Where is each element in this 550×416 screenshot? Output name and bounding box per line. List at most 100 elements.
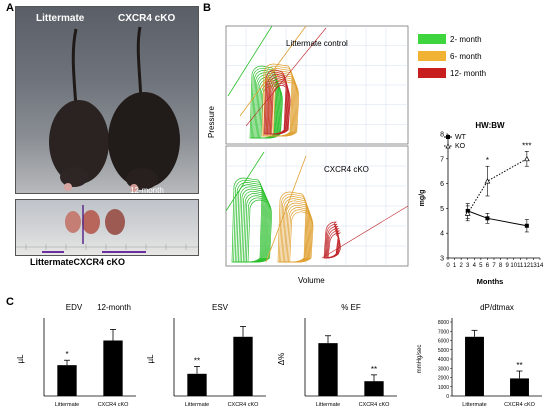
panel-b-letter: B	[203, 2, 211, 14]
age-label: 12-month	[130, 186, 164, 195]
hwbw-xtick: 14	[537, 263, 544, 269]
bar-category-label: Littermate	[185, 402, 209, 408]
bar-significance: **	[371, 365, 377, 374]
ef-chart: % EF Δ% Littermate CXCR4 cKO **	[277, 303, 397, 408]
hwbw-legend-wt: WT	[455, 134, 467, 141]
bar-chart-ylabel: µL	[16, 354, 25, 364]
hwbw-legend-ko: KO	[455, 143, 466, 150]
hearts-photo	[15, 199, 199, 256]
hearts-bottom-label: LittermateCXCR4 cKO	[30, 257, 126, 267]
legend-item-6-month: 6- month	[418, 51, 486, 61]
hwbw-xtick: 8	[499, 263, 503, 269]
bar-chart-ylabel: Δ%	[277, 353, 286, 365]
bar	[233, 336, 253, 396]
legend-swatch	[418, 51, 446, 61]
hwbw-xtick: 9	[505, 263, 509, 269]
hwbw-ytick: 3	[440, 256, 444, 263]
bar-chart-title: dP/dtmax	[480, 303, 514, 312]
bar-chart-ytick: 4000	[438, 357, 449, 363]
hwbw-point-ko	[464, 210, 471, 216]
hwbw-xtick: 0	[446, 263, 450, 269]
bar-chart-title: EDV	[66, 303, 83, 312]
bar-chart-ytick: 0	[446, 394, 449, 400]
bar	[57, 365, 77, 396]
hwbw-xtick: 13	[530, 263, 537, 269]
hwbw-xtick: 4	[473, 263, 477, 269]
bar-significance: **	[194, 356, 200, 365]
bar-category-label: Littermate	[316, 402, 340, 408]
hwbw-ytick: 7	[440, 156, 444, 163]
bar-significance: *	[65, 350, 68, 359]
hwbw-xtick: 5	[479, 263, 483, 269]
hwbw-series-line	[467, 210, 527, 227]
hwbw-point-wt	[485, 216, 490, 221]
bar-category-label: CXCR4 cKO	[359, 402, 391, 408]
bar-chart-ytick: 7000	[438, 329, 449, 335]
panel-a-letter: A	[6, 2, 14, 14]
hwbw-legend: WT KO	[444, 134, 467, 150]
bar-significance: **	[516, 361, 522, 370]
hwbw-xtick: 11	[517, 263, 524, 269]
edv-chart: EDV 12-month µL Littermate * CXCR4 cKO	[16, 303, 136, 408]
label-cko: CXCR4 cKO	[118, 13, 176, 24]
bar-chart-title: ESV	[212, 303, 229, 312]
pv-loops-figure: Littermate control CXCR4 cKO Pressure Vo…	[207, 25, 409, 285]
bar	[510, 378, 529, 396]
dpdt-chart: dP/dtmax mmHg/sec 0 1000 2000 3000 4000 5000 600…	[417, 303, 542, 408]
hwbw-xtick: 10	[510, 263, 517, 269]
hwbw-series-line	[467, 158, 528, 214]
hwbw-significance: *	[486, 156, 489, 165]
bar-category-label: CXCR4 cKO	[98, 402, 130, 408]
bar-chart-title: % EF	[341, 303, 361, 312]
hwbw-ytick: 8	[440, 132, 444, 139]
bar	[465, 336, 484, 396]
bar-chart-ytick: 8000	[438, 320, 449, 326]
bar-chart-subtitle: 12-month	[97, 303, 131, 312]
bar-chart-ylabel: µL	[146, 354, 155, 364]
pv-ylabel: Pressure	[207, 105, 216, 138]
hwbw-point-ko	[523, 155, 530, 162]
bar-chart-ylabel: mmHg/sec	[417, 345, 423, 374]
hearts-illustration	[16, 205, 198, 253]
hwbw-xlabel: Months	[477, 277, 504, 286]
hwbw-ytick: 4	[440, 231, 444, 238]
pv-loop-12m-bottom	[326, 232, 342, 259]
bar-chart-ytick: 5000	[438, 348, 449, 354]
pv-bottom-title: CXCR4 cKO	[324, 165, 369, 174]
legend-item-2-month: 2- month	[418, 34, 486, 44]
pv-xlabel: Volume	[298, 276, 325, 285]
legend-label: 12- month	[450, 68, 487, 78]
hwbw-xtick: 1	[453, 263, 457, 269]
bar-category-label: Littermate	[462, 402, 486, 408]
pv-loop-12m-top	[270, 85, 291, 135]
hwbw-xtick: 3	[466, 263, 470, 269]
legend-label: 6- month	[450, 51, 482, 61]
bar	[103, 340, 123, 396]
bar-chart-ytick: 3000	[438, 366, 449, 372]
hwbw-ylabel: mg/g	[419, 190, 426, 207]
bar-category-label: CXCR4 cKO	[228, 402, 260, 408]
legend-label: 2- month	[450, 34, 482, 44]
hwbw-xtick: 12	[524, 263, 531, 269]
pv-loop-6m-bottom	[289, 211, 314, 263]
bar-chart-ytick: 6000	[438, 339, 449, 345]
bar-chart-ytick: 2000	[438, 376, 449, 382]
hwbw-ytick: 5	[440, 206, 444, 213]
pv-top-title: Littermate control	[286, 39, 348, 48]
bar-category-label: CXCR4 cKO	[504, 402, 536, 408]
esv-chart: ESV µL Littermate ** CXCR4 cKO	[146, 303, 266, 408]
bar-category-label: Littermate	[55, 402, 79, 408]
legend-swatch	[418, 34, 446, 44]
hwbw-xtick: 6	[486, 263, 490, 269]
legend-item-12-month: 12- month	[418, 68, 486, 78]
hwbw-point-wt	[524, 223, 529, 228]
hwbw-significance: ***	[522, 141, 531, 150]
bar	[364, 381, 384, 396]
hwbw-point-ko	[484, 178, 491, 184]
hwbw-title: HW:BW	[475, 121, 505, 130]
bar	[187, 373, 207, 396]
pv-legend: 2- month 6- month 12- month	[418, 34, 486, 78]
hwbw-xtick: 2	[459, 263, 463, 269]
bar-chart-ytick: 1000	[438, 385, 449, 391]
